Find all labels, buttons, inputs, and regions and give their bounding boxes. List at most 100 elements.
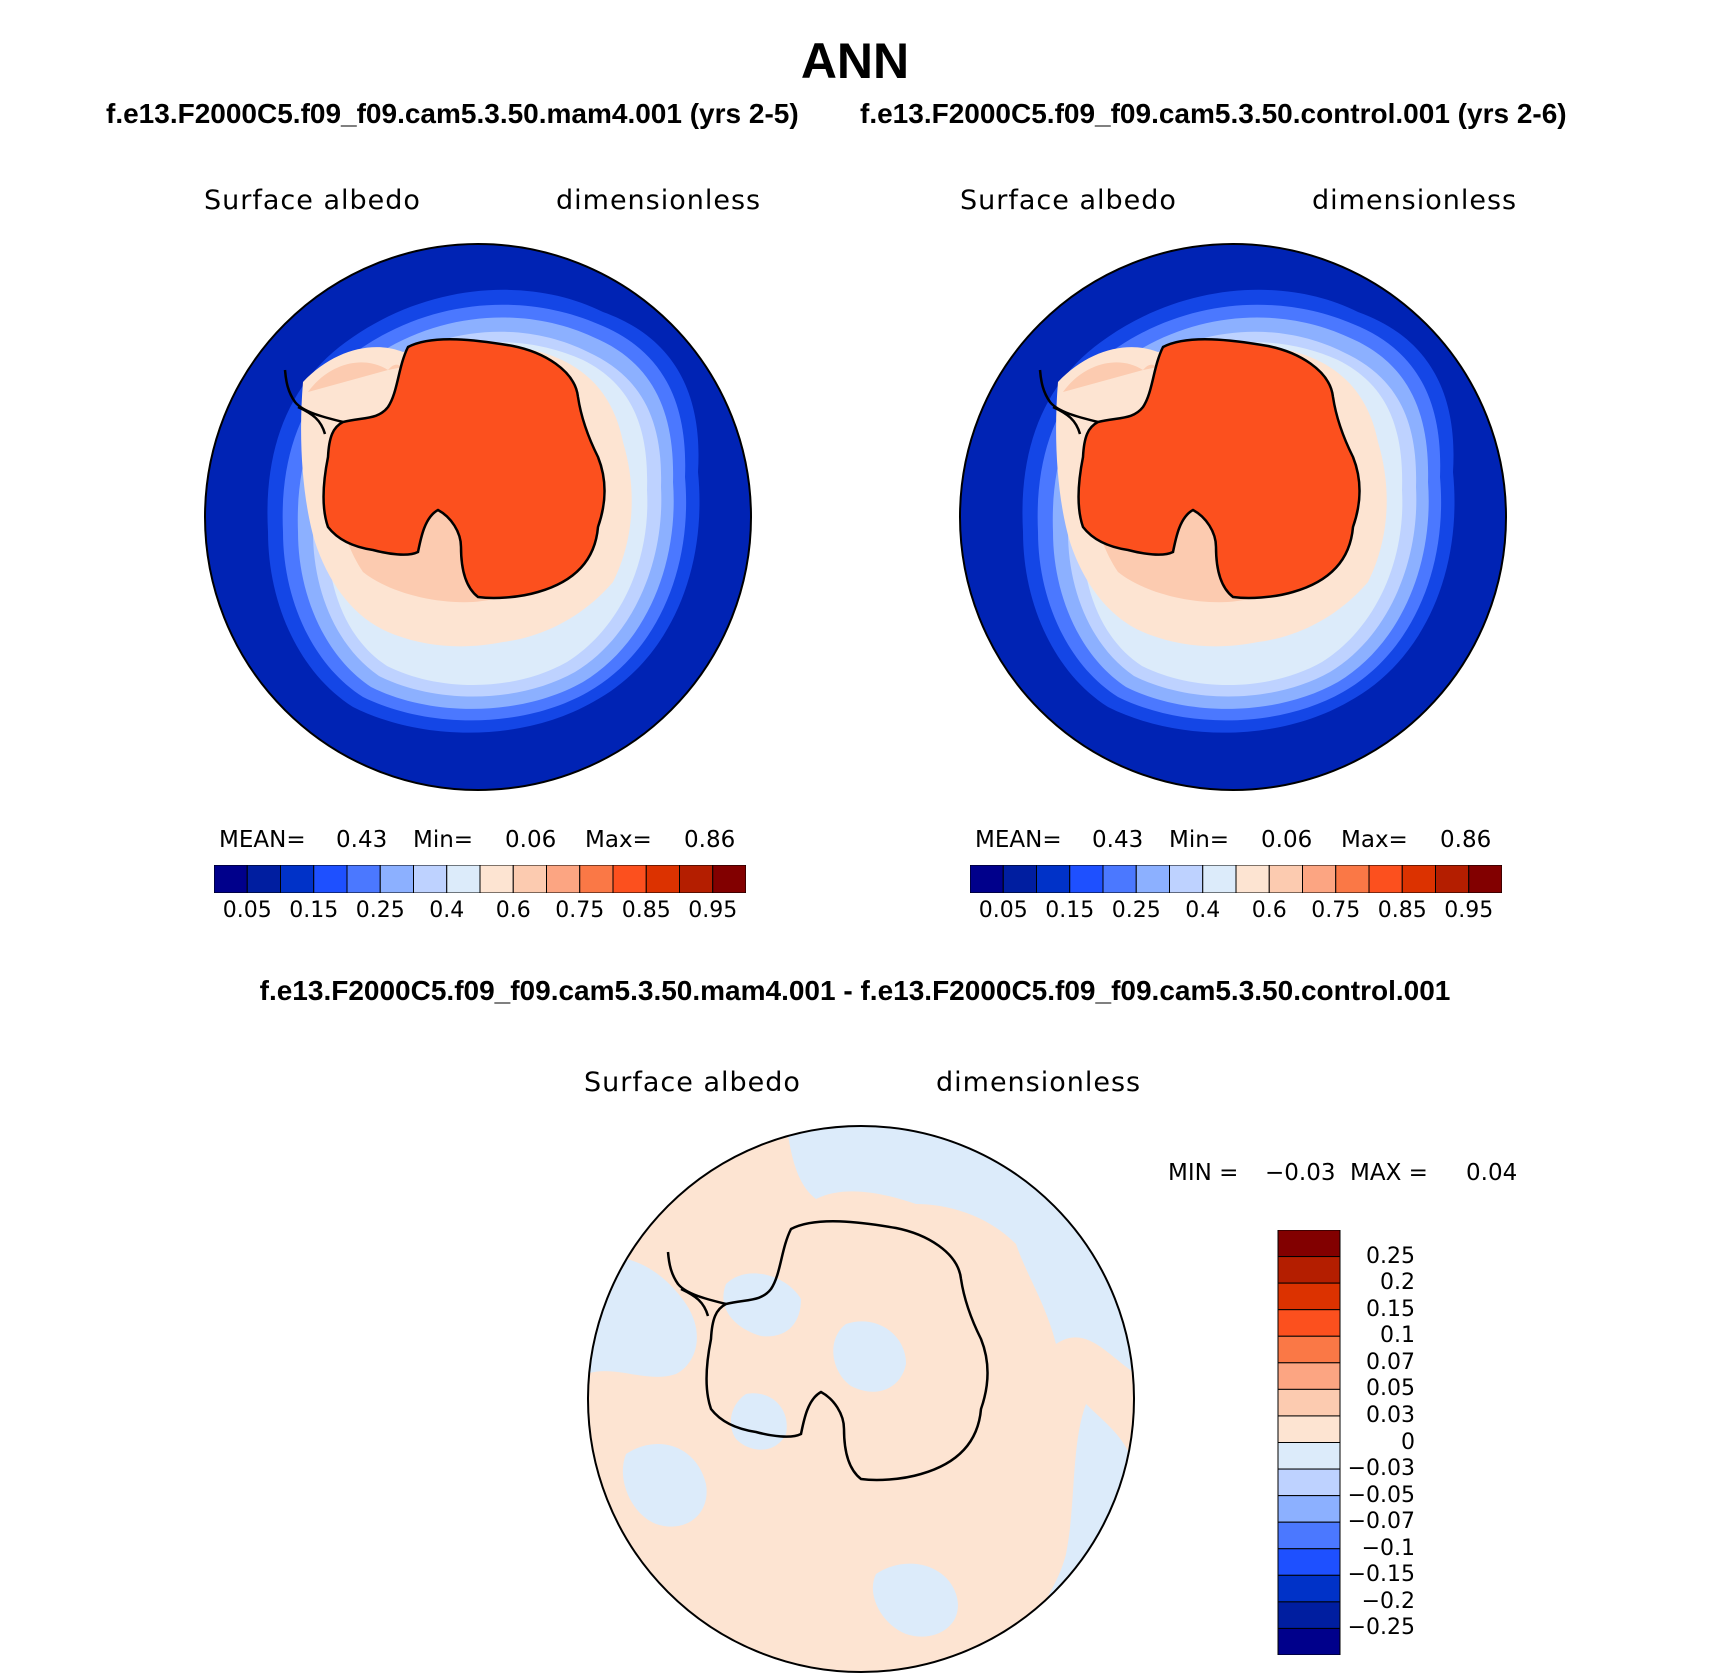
panel-1-min-value: 0.06 bbox=[505, 827, 557, 853]
colorbar-swatch bbox=[1335, 865, 1370, 893]
panel-2-max-value: 0.86 bbox=[1440, 827, 1492, 853]
colorbar-tick-label: 0.05 bbox=[222, 898, 272, 923]
colorbar-swatch bbox=[712, 865, 746, 893]
colorbar-swatch bbox=[1277, 1388, 1341, 1417]
panel-2-mean-label: MEAN= bbox=[975, 827, 1062, 853]
panel-2-colorbar bbox=[970, 865, 1502, 893]
colorbar-tick-label: 0.03 bbox=[1366, 1402, 1415, 1428]
colorbar-tick-label: 0.6 bbox=[1251, 898, 1287, 923]
colorbar-tick-label: 0.25 bbox=[355, 898, 405, 923]
diff-colorbar bbox=[1277, 1230, 1341, 1655]
colorbar-swatch bbox=[446, 865, 481, 893]
case-title-right: f.e13.F2000C5.f09_f09.cam5.3.50.control.… bbox=[860, 98, 1567, 129]
colorbar-swatch bbox=[379, 865, 414, 893]
colorbar-tick-label: 0.25 bbox=[1111, 898, 1161, 923]
colorbar-swatch bbox=[1277, 1574, 1341, 1603]
colorbar-tick-label: −0.03 bbox=[1347, 1456, 1415, 1482]
colorbar-tick-label: 0.95 bbox=[1444, 898, 1494, 923]
diff-negative-region bbox=[872, 1563, 958, 1637]
colorbar-tick-label: 0.15 bbox=[1045, 898, 1095, 923]
panel-1-mean-label: MEAN= bbox=[219, 827, 306, 853]
panel-2-min-value: 0.06 bbox=[1261, 827, 1313, 853]
colorbar-tick-label: 0.2 bbox=[1380, 1270, 1415, 1296]
panel-1-colorbar-ticks: 0.05 0.15 0.25 0.4 0.6 0.75 0.85 0.95 bbox=[214, 898, 746, 928]
map-boundary bbox=[204, 243, 752, 791]
panel-1-mean-value: 0.43 bbox=[336, 827, 388, 853]
colorbar-swatch bbox=[1277, 1282, 1341, 1311]
panel-1-units-label: dimensionless bbox=[556, 185, 762, 216]
diff-max-value: 0.04 bbox=[1466, 1160, 1518, 1186]
colorbar-swatch bbox=[1277, 1256, 1341, 1284]
peninsula-coast bbox=[283, 369, 344, 435]
panel-2-min-label: Min= bbox=[1169, 827, 1230, 853]
colorbar-tick-label: −0.07 bbox=[1347, 1509, 1415, 1535]
colorbar-swatch bbox=[1468, 865, 1502, 893]
peninsula-coast bbox=[1038, 369, 1099, 435]
ice-sheet bbox=[1078, 339, 1360, 598]
colorbar-swatch bbox=[479, 865, 514, 893]
diff-variable-label: Surface albedo bbox=[584, 1067, 801, 1098]
colorbar-swatch bbox=[1368, 865, 1403, 893]
diff-negative-region bbox=[588, 1257, 697, 1377]
panel-1-min-label: Min= bbox=[413, 827, 474, 853]
colorbar-swatch bbox=[1277, 1442, 1341, 1470]
colorbar-tick-label: 0.85 bbox=[1377, 898, 1427, 923]
colorbar-tick-label: 0 bbox=[1401, 1429, 1415, 1455]
panel-2-max-label: Max= bbox=[1341, 827, 1408, 853]
colorbar-swatch bbox=[1302, 865, 1337, 893]
diff-negative-region bbox=[622, 1444, 707, 1527]
colorbar-tick-label: 0.95 bbox=[688, 898, 738, 923]
panel-1-colorbar bbox=[214, 865, 746, 893]
colorbar-swatch bbox=[1277, 1309, 1341, 1337]
figure-title: ANN bbox=[800, 33, 910, 89]
panel-2-mean-value: 0.43 bbox=[1092, 827, 1144, 853]
panel-2-variable-label: Surface albedo bbox=[960, 185, 1177, 216]
panel-1-variable-label: Surface albedo bbox=[204, 185, 421, 216]
colorbar-swatch bbox=[1002, 865, 1037, 893]
colorbar-tick-label: 0.1 bbox=[1380, 1323, 1415, 1349]
coastline bbox=[705, 1220, 989, 1482]
diff-colorbar-ticks: 0.25 0.2 0.15 0.1 0.07 0.05 0.03 0 −0.03 −0.05 −0.… bbox=[1340, 1230, 1460, 1655]
panel-1-max-value: 0.86 bbox=[684, 827, 736, 853]
colorbar-tick-label: 0.15 bbox=[289, 898, 339, 923]
colorbar-tick-label: 0.4 bbox=[1185, 898, 1221, 923]
colorbar-tick-label: −0.25 bbox=[1347, 1615, 1415, 1641]
coastline bbox=[1077, 338, 1361, 600]
colorbar-swatch bbox=[546, 865, 581, 893]
colorbar-swatch bbox=[1268, 865, 1303, 893]
colorbar-swatch bbox=[1277, 1335, 1341, 1364]
colorbar-swatch bbox=[1277, 1230, 1341, 1258]
colorbar-swatch bbox=[970, 865, 1004, 893]
panel-1-max-label: Max= bbox=[585, 827, 652, 853]
colorbar-swatch bbox=[413, 865, 448, 893]
colorbar-swatch bbox=[579, 865, 614, 893]
panel-2-colorbar-ticks: 0.05 0.15 0.25 0.4 0.6 0.75 0.85 0.95 bbox=[970, 898, 1502, 928]
colorbar-swatch bbox=[246, 865, 281, 893]
colorbar-tick-label: 0.75 bbox=[1311, 898, 1361, 923]
colorbar-tick-label: 0.05 bbox=[978, 898, 1028, 923]
diff-negative-region bbox=[723, 1273, 801, 1337]
colorbar-swatch bbox=[645, 865, 680, 893]
coastline bbox=[322, 338, 606, 600]
panel-1-polar-map bbox=[204, 243, 752, 791]
colorbar-swatch bbox=[679, 865, 714, 893]
colorbar-swatch bbox=[1435, 865, 1470, 893]
colorbar-swatch bbox=[313, 865, 348, 893]
colorbar-swatch bbox=[1277, 1521, 1341, 1550]
ice-sheet bbox=[323, 339, 605, 598]
colorbar-tick-label: −0.2 bbox=[1361, 1588, 1415, 1614]
diff-polar-map bbox=[587, 1125, 1135, 1673]
diff-negative-region bbox=[833, 1321, 906, 1392]
diff-min-label: MIN = bbox=[1168, 1160, 1239, 1186]
colorbar-swatch bbox=[1277, 1495, 1341, 1523]
colorbar-swatch bbox=[1036, 865, 1071, 893]
colorbar-swatch bbox=[280, 865, 315, 893]
diff-max-label: MAX = bbox=[1350, 1160, 1428, 1186]
map-boundary bbox=[959, 243, 1507, 791]
colorbar-swatch bbox=[1277, 1415, 1341, 1443]
colorbar-swatch bbox=[1277, 1362, 1341, 1390]
colorbar-swatch bbox=[1277, 1627, 1341, 1655]
colorbar-tick-label: −0.15 bbox=[1347, 1562, 1415, 1588]
colorbar-swatch bbox=[1277, 1601, 1341, 1629]
colorbar-swatch bbox=[1277, 1468, 1341, 1497]
